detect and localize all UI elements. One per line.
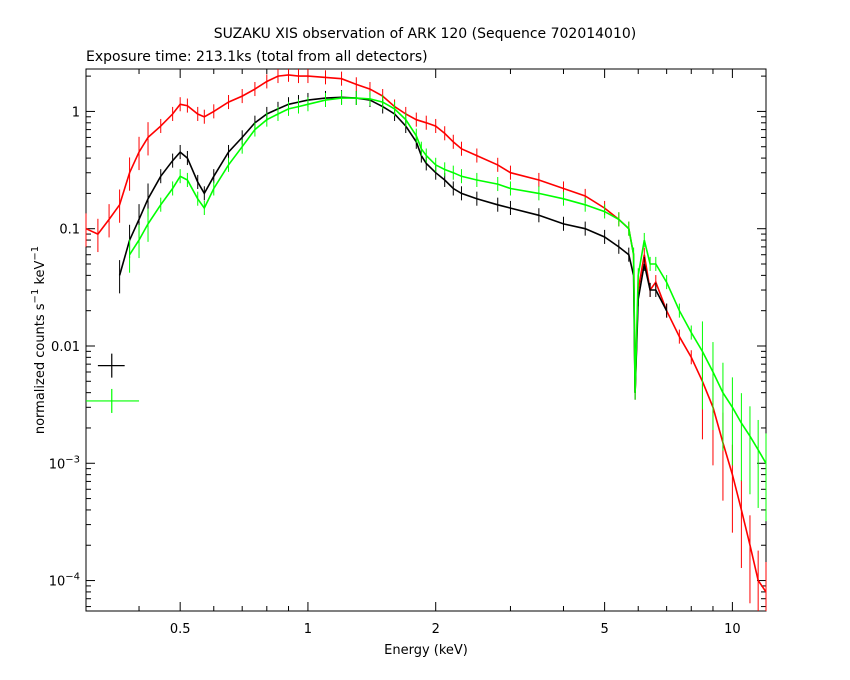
y-tick-label-exponent: −3 [65, 454, 80, 465]
plot-frame [85, 68, 767, 612]
y-axis-label-mid: keV [33, 260, 48, 288]
x-tick-label: 1 [304, 622, 312, 637]
data-series [85, 69, 767, 611]
detector-marker-0 [97, 353, 125, 378]
chart-subtitle: Exposure time: 213.1ks (total from all d… [86, 49, 428, 65]
x-axis-label: Energy (keV) [384, 643, 468, 658]
y-axis-label-exp2: −1 [30, 246, 41, 261]
y-tick-label: 0.1 [59, 223, 80, 238]
y-tick-label-base: 1 [72, 105, 80, 120]
y-axis-label-exp1: −1 [30, 289, 41, 304]
y-tick-label: 10−3 [49, 454, 80, 472]
y-tick-label-base: 10 [49, 457, 66, 472]
y-axis-label-prefix: normalized counts s [33, 303, 48, 434]
y-axis-label: normalized counts s−1 keV−1 [30, 246, 48, 434]
series-1-line [118, 96, 668, 393]
y-tick-label-base: 0.01 [51, 340, 80, 355]
x-tick-label: 2 [432, 622, 440, 637]
y-tick-label-exponent: −4 [65, 572, 80, 583]
series-2 [128, 90, 767, 522]
y-tick-label: 0.01 [51, 340, 80, 355]
y-tick-label-base: 10 [49, 575, 66, 590]
x-axis: 0.5 1 2 5 10 [85, 69, 741, 637]
x-tick-label: 0.5 [170, 622, 191, 637]
x-tick-label: 10 [724, 622, 741, 637]
x-tick-label: 5 [600, 622, 608, 637]
series-2-line [128, 97, 767, 464]
y-tick-label: 10−4 [49, 572, 80, 590]
y-tick-label: 1 [72, 105, 80, 120]
y-tick-label-base: 0.1 [59, 223, 80, 238]
detector-markers [86, 353, 140, 413]
chart-title: SUZAKU XIS observation of ARK 120 (Seque… [214, 26, 637, 42]
detector-marker-1 [86, 388, 140, 413]
series-1 [118, 90, 668, 400]
